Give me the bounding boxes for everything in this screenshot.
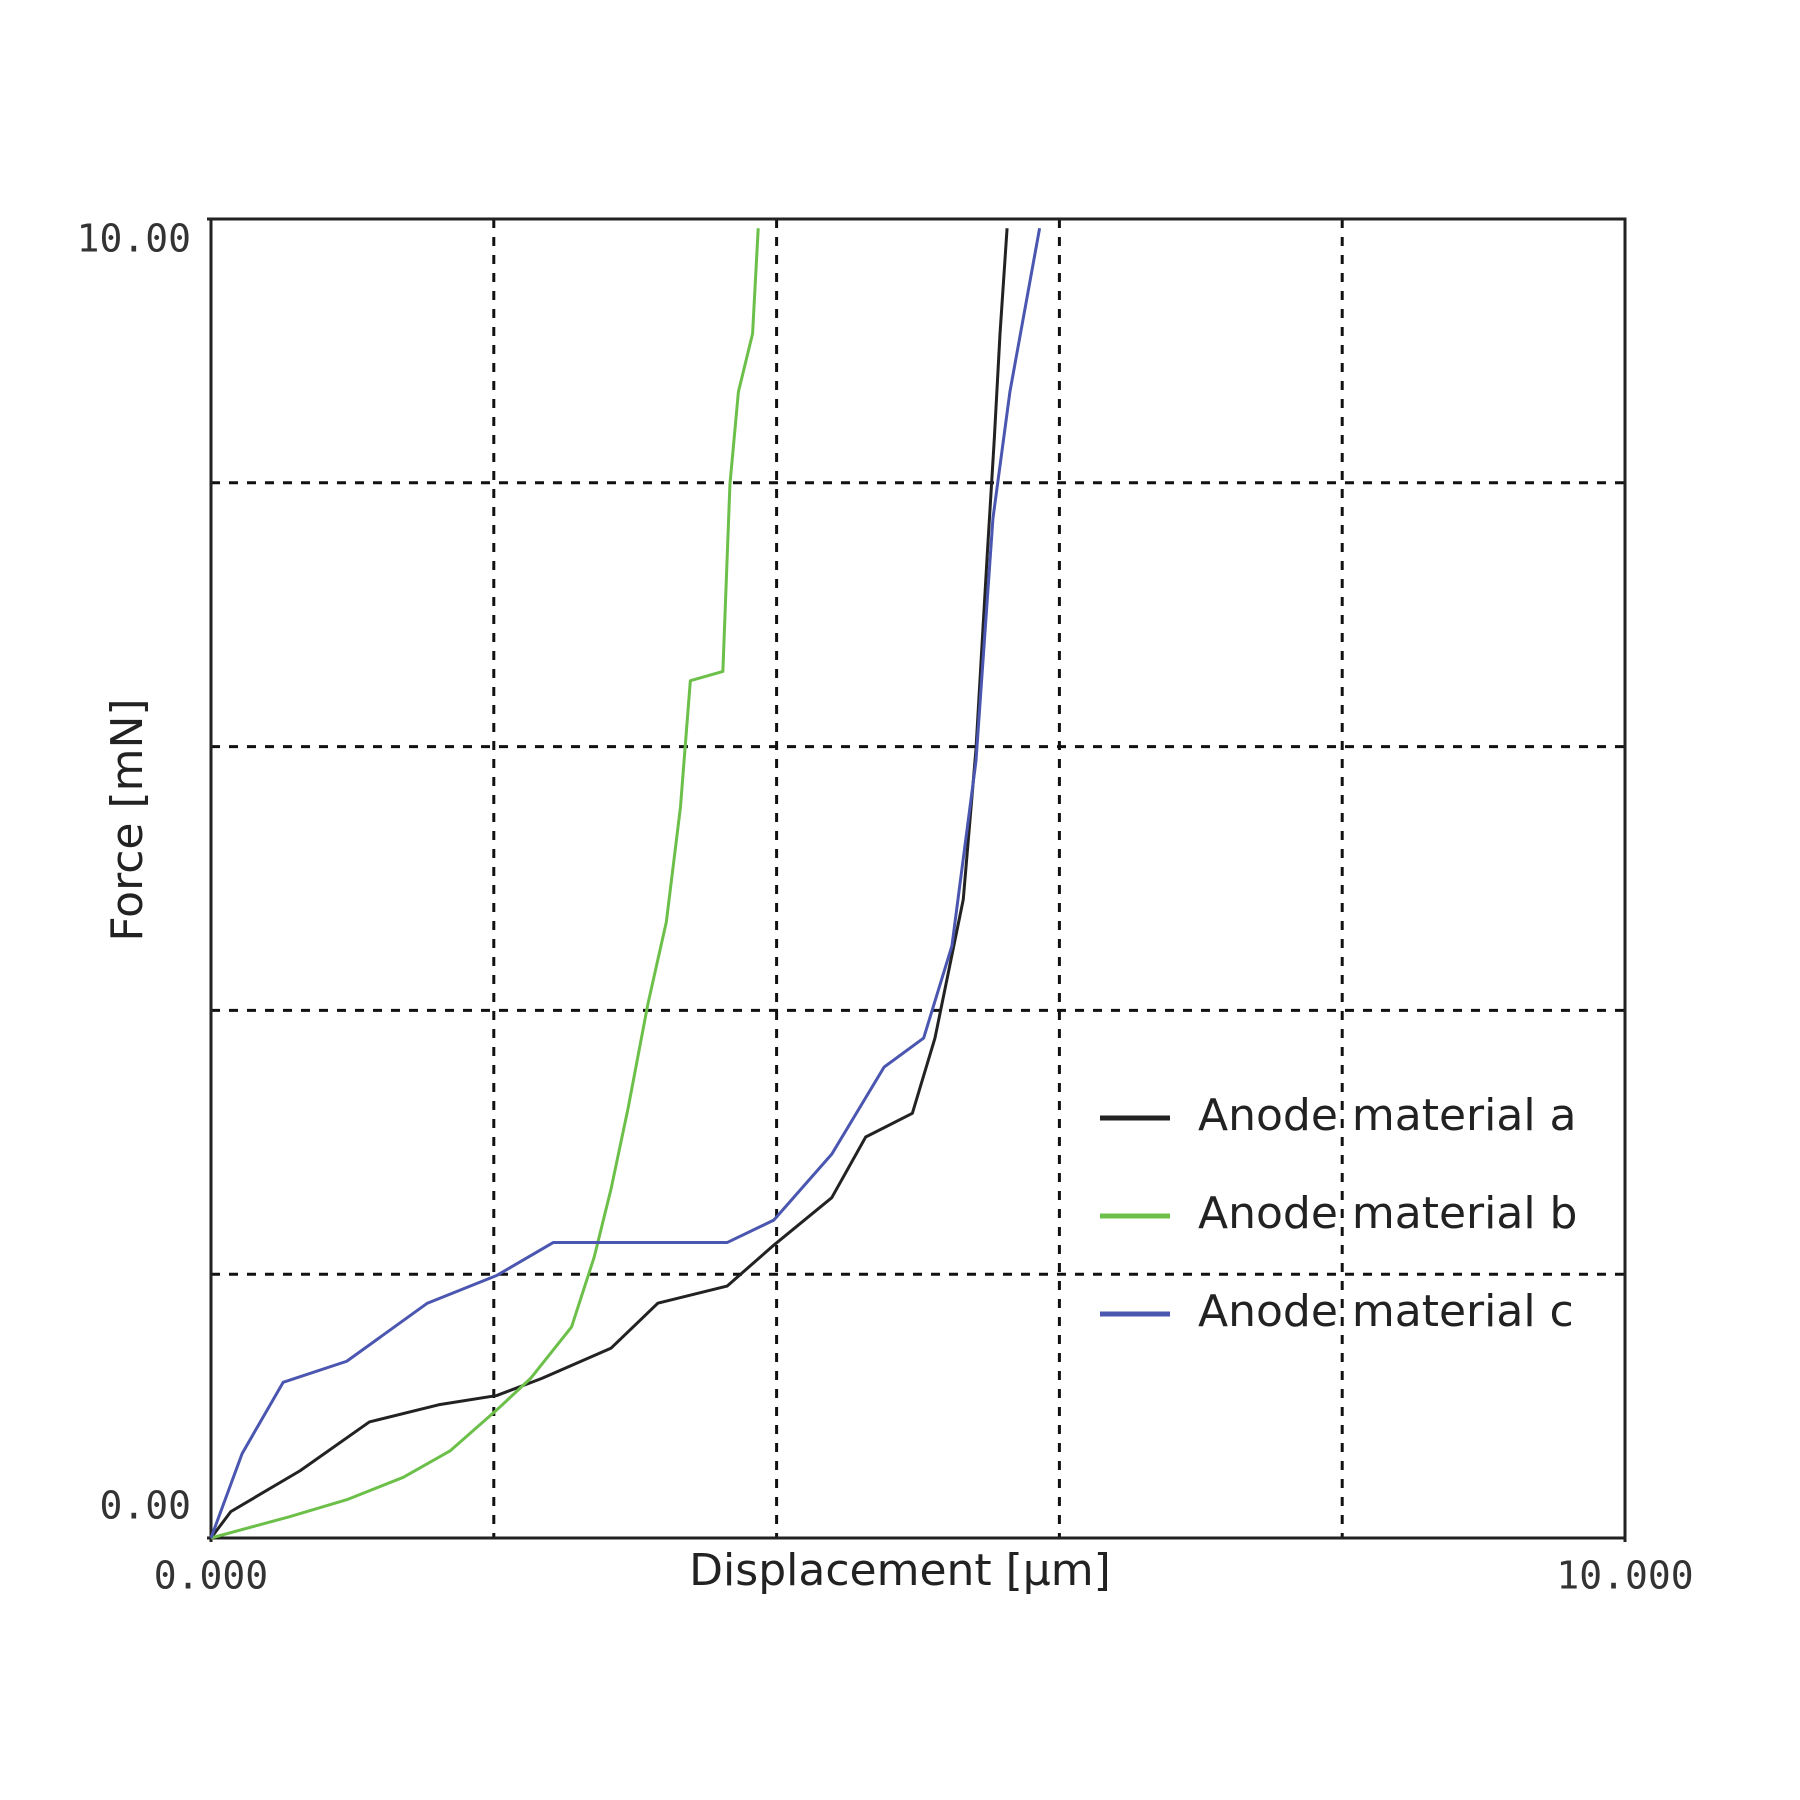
y-axis-label: Force [mN]	[102, 698, 153, 941]
y-tick-label: 0.00	[99, 1484, 191, 1528]
y-tick-label: 10.00	[77, 217, 191, 261]
x-axis-label: Displacement [μm]	[689, 1545, 1111, 1596]
legend-label: Anode material a	[1198, 1090, 1577, 1141]
data-line	[209, 228, 1009, 1539]
legend-label: Anode material c	[1198, 1286, 1574, 1337]
data-line	[210, 228, 760, 1540]
plot-frame	[209, 217, 1627, 1540]
legend-label: Anode material b	[1198, 1188, 1577, 1239]
x-tick-label: 0.000	[154, 1554, 268, 1598]
x-tick-label: 10.000	[1556, 1554, 1693, 1598]
data-line	[209, 227, 1042, 1539]
